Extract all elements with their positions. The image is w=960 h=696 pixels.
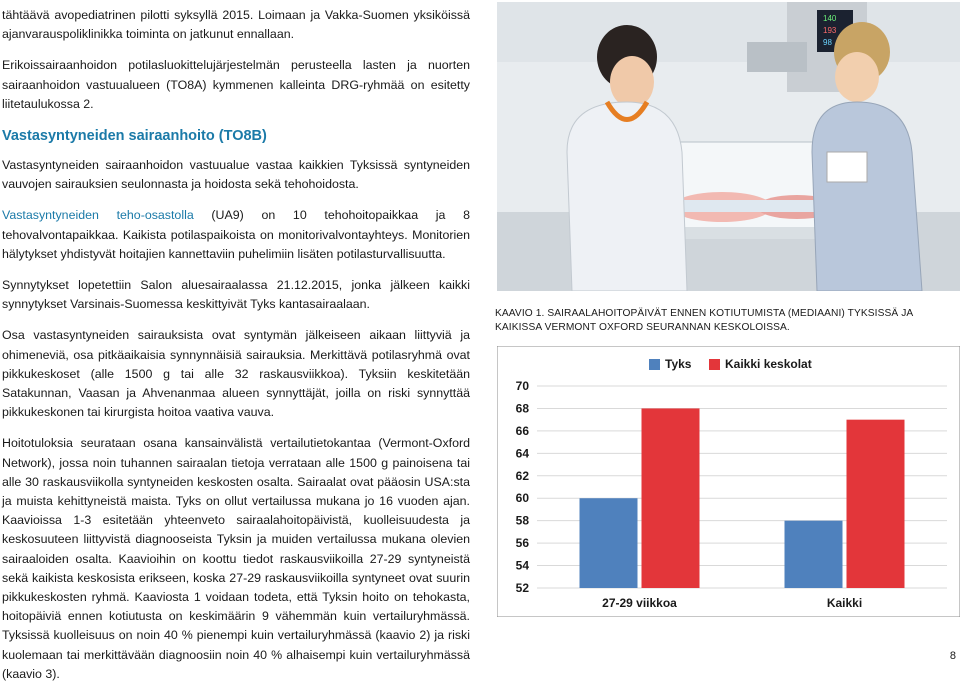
paragraph-responsibility: Vastasyntyneiden sairaanhoidon vastuualu…	[2, 158, 470, 192]
nursing-photo-illustration: 140 193 98	[497, 2, 960, 291]
legend-label-all: Kaikki keskolat	[725, 357, 812, 371]
nursing-photo: 140 193 98	[497, 2, 960, 291]
icu-text: (UA9) on 10 tehohoitopaikkaa ja 8 tehova…	[2, 208, 470, 261]
page-number: 8	[949, 650, 956, 662]
bar-all-0	[641, 408, 700, 588]
x-axis: 27-29 viikkoa Kaikki	[602, 596, 862, 610]
legend-swatch-all	[709, 359, 720, 370]
paragraph-births: Synnytykset lopetettiin Salon aluesairaa…	[2, 278, 470, 312]
y-tick-label: 56	[516, 536, 530, 550]
article-text: tähtäävä avopediatrinen pilotti syksyllä…	[2, 6, 470, 696]
y-tick-label: 54	[516, 559, 530, 573]
chart-caption: KAAVIO 1. SAIRAALAHOITOPÄIVÄT ENNEN KOTI…	[495, 308, 913, 333]
monitor-value-1: 140	[823, 14, 837, 23]
bar-tyks-1	[784, 520, 843, 588]
monitor-value-3: 98	[823, 38, 832, 47]
legend-swatch-tyks	[649, 359, 660, 370]
bar-chart-svg: Tyks Kaikki keskolat 52 54 56 58 60 62 64 66 68 7…	[496, 345, 960, 618]
paragraph-diseases: Osa vastasyntyneiden sairauksista ovat s…	[2, 328, 470, 420]
y-tick-label: 52	[516, 581, 530, 595]
bars	[579, 408, 905, 588]
y-tick-label: 66	[516, 424, 530, 438]
y-tick-label: 70	[516, 379, 530, 393]
x-tick-label: 27-29 viikkoa	[602, 596, 677, 610]
bar-chart: Tyks Kaikki keskolat 52 54 56 58 60 62 64 66 68 7…	[496, 345, 960, 618]
paragraph-drg: Erikoissairaanhoidon potilasluokittelujä…	[2, 58, 470, 111]
icu-link[interactable]: Vastasyntyneiden teho-osastolla	[2, 208, 194, 223]
paragraph-intro: tähtäävä avopediatrinen pilotti syksyllä…	[2, 8, 470, 42]
y-tick-label: 62	[516, 469, 530, 483]
y-tick-label: 60	[516, 491, 530, 505]
monitor-value-2: 193	[823, 26, 837, 35]
x-tick-label: Kaikki	[827, 596, 862, 610]
y-tick-label: 64	[516, 446, 530, 460]
bar-all-1	[846, 419, 905, 588]
y-tick-label: 68	[516, 401, 530, 415]
legend-label-tyks: Tyks	[665, 357, 692, 371]
paragraph-icu: Vastasyntyneiden teho-osastolla (UA9) on…	[2, 206, 470, 264]
y-tick-label: 58	[516, 514, 530, 528]
bar-tyks-0	[579, 498, 638, 588]
section-heading: Vastasyntyneiden sairaanhoito (TO8B)	[2, 128, 267, 145]
paragraph-outcomes: Hoitotuloksia seurataan osana kansainväl…	[2, 436, 470, 681]
